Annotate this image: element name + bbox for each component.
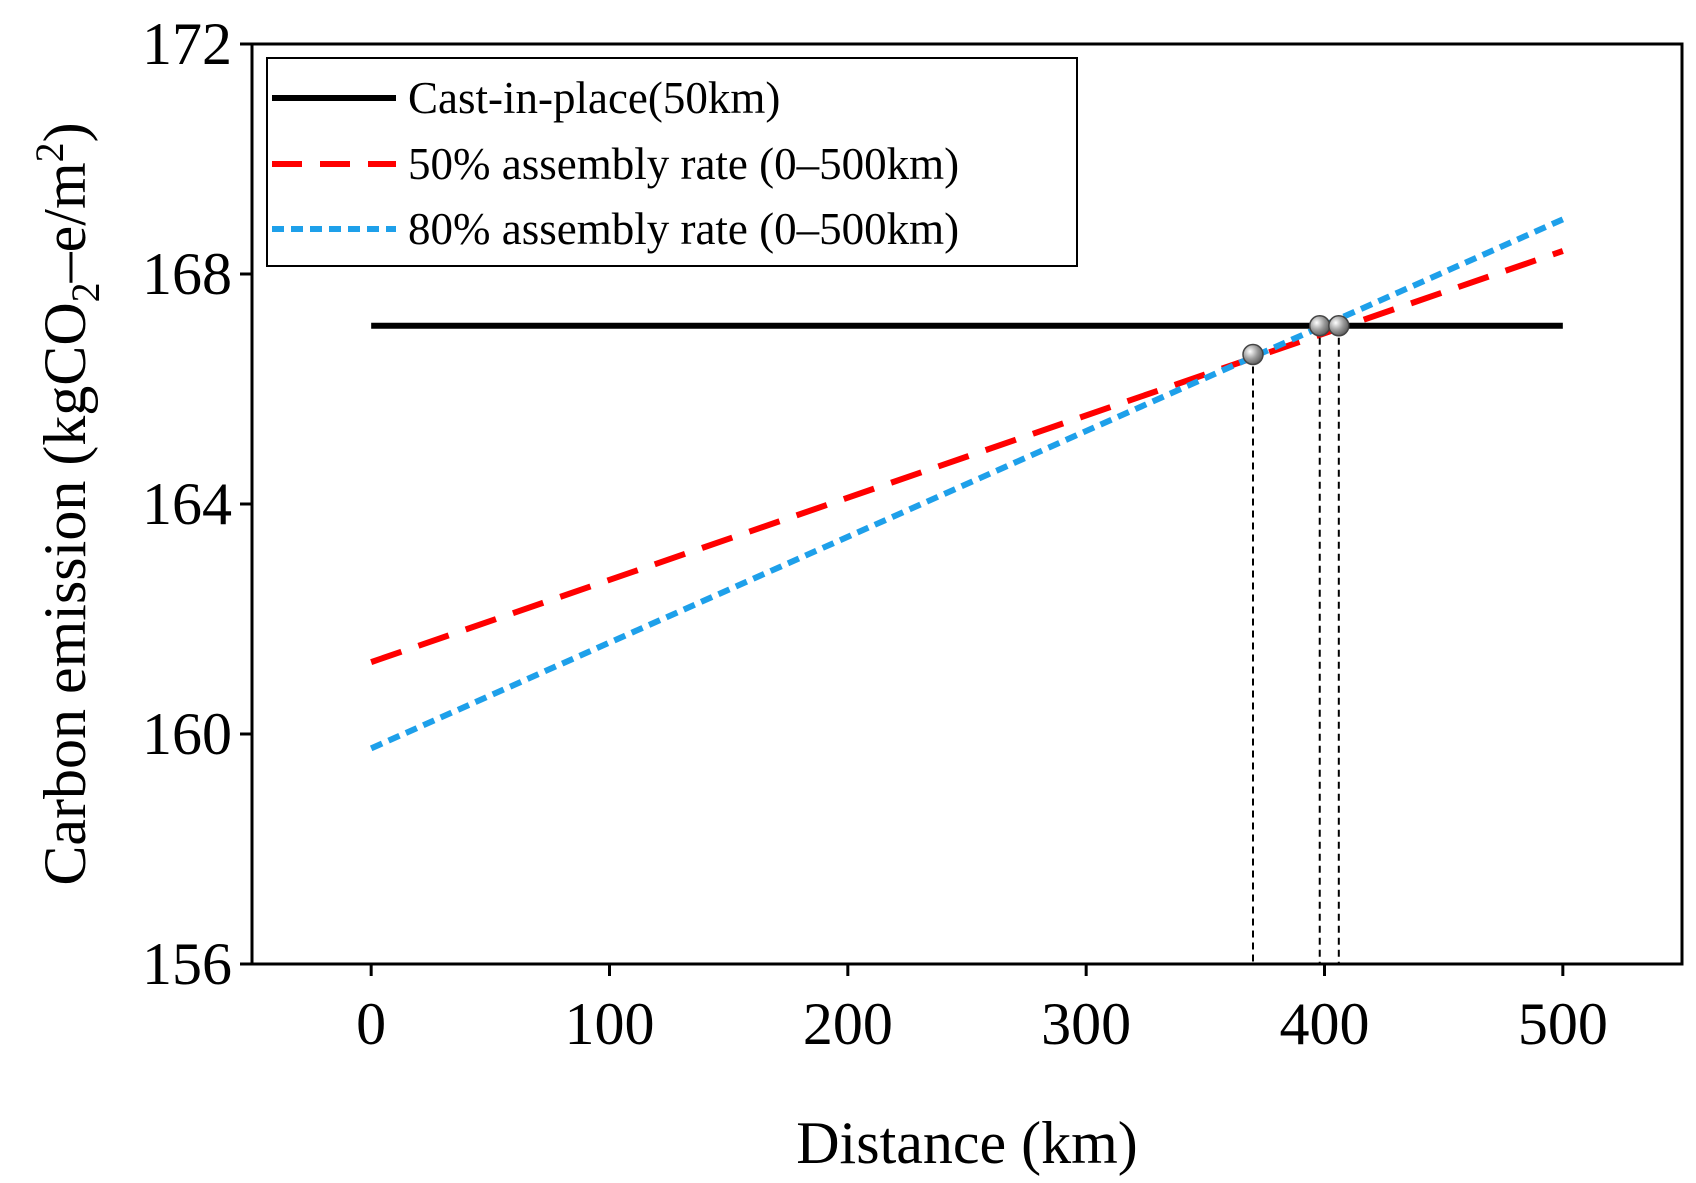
x-tick-label-200: 200 <box>803 991 893 1057</box>
intersection-marker-1 <box>1308 315 1331 337</box>
series-line-2 <box>369 216 1565 752</box>
y-tick-label-172: 172 <box>142 11 232 77</box>
intersection-markers <box>1242 315 1350 964</box>
x-axis-label: Distance (km) <box>796 1110 1138 1176</box>
legend: Cast-in-place(50km) 50% assembly rate (0… <box>266 57 1078 267</box>
legend-label-cast-in-place: Cast-in-place(50km) <box>408 73 780 123</box>
x-tick-label-300: 300 <box>1041 991 1131 1057</box>
legend-label-50-assembly: 50% assembly rate (0–500km) <box>408 139 959 189</box>
y-tick-label-156: 156 <box>142 931 232 997</box>
x-tick-label-400: 400 <box>1280 991 1370 1057</box>
y-tick-label-164: 164 <box>142 471 232 537</box>
legend-box <box>266 57 1078 267</box>
intersection-marker-0 <box>1242 343 1264 366</box>
legend-label-80-assembly: 80% assembly rate (0–500km) <box>408 204 959 254</box>
x-axis: 0 100 200 300 400 500 <box>356 964 1608 1057</box>
y-tick-label-168: 168 <box>142 241 232 307</box>
y-axis-label: Carbon emission (kgCO2–e/m2) <box>27 122 108 885</box>
legend-item-80-assembly: 80% assembly rate (0–500km) <box>272 204 959 254</box>
series-line-1 <box>370 248 1564 665</box>
legend-item-cast-in-place: Cast-in-place(50km) <box>272 73 780 123</box>
x-tick-label-500: 500 <box>1518 991 1608 1057</box>
intersection-marker-2 <box>1328 315 1350 337</box>
plot-lines <box>369 216 1565 752</box>
y-tick-label-160: 160 <box>142 701 232 767</box>
y-axis: 156 160 164 168 172 <box>142 11 252 997</box>
x-tick-label-100: 100 <box>565 991 655 1057</box>
legend-item-50-assembly: 50% assembly rate (0–500km) <box>272 139 959 189</box>
x-tick-label-0: 0 <box>356 991 386 1057</box>
